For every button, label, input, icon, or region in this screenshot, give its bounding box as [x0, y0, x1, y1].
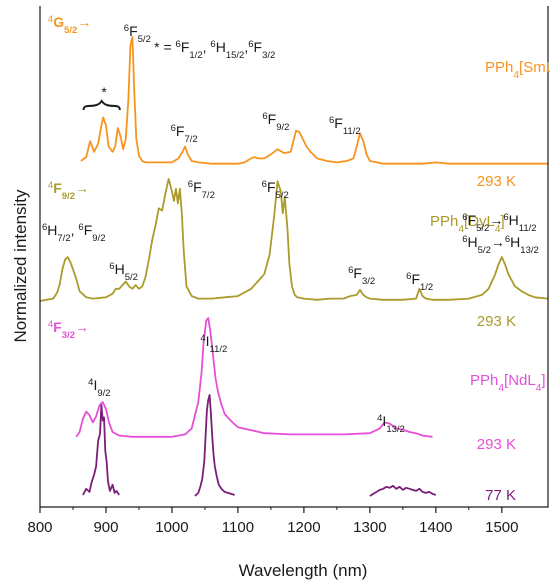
- transition-label-16: 4F3/2→: [48, 319, 89, 341]
- transition-label-15: 6F1/2: [406, 271, 433, 293]
- transition-label-5: 6F9/2: [262, 111, 289, 133]
- x-tick-label: 1300: [353, 519, 386, 536]
- x-tick-label: 1000: [155, 519, 188, 536]
- transition-label-8: 6F7/2: [188, 179, 215, 201]
- transition-label-12: 6H5/2→6H13/2: [462, 234, 539, 256]
- transition-label-19: 4I13/2: [377, 413, 405, 435]
- transition-label-1: 6F5/2: [124, 23, 151, 45]
- transition-label-0: 4G5/2→: [48, 14, 91, 36]
- y-axis-title: Normalized intensity: [11, 189, 30, 343]
- transition-label-9: 6F5/2: [262, 179, 289, 201]
- transition-label-17: 4I11/2: [200, 333, 227, 355]
- series-line-3-segment-2: [369, 484, 437, 497]
- x-axis-title: Wavelength (nm): [239, 561, 368, 580]
- labels: PPh4[SmL4] 293 K PPh4[DyL4] 293 K PPh4[NdL4]…: [42, 14, 550, 505]
- temperature-label-2: 293 K: [477, 436, 516, 453]
- transition-label-13: 6H5/2: [109, 261, 138, 283]
- transition-label-6: 6F11/2: [329, 115, 361, 137]
- transition-label-10: 6F5/2→6H11/2: [462, 212, 536, 234]
- transition-label-11: 6H7/2, 6F9/2: [42, 222, 106, 244]
- temperature-label-0: 293 K: [477, 173, 516, 190]
- transition-label-3: *: [101, 84, 107, 100]
- transition-label-2: * = 6F1/2, 6H15/2,6F3/2: [154, 39, 275, 61]
- series-line-3-segment-1: [194, 394, 235, 497]
- x-tick-label: 900: [93, 519, 118, 536]
- series-name-1: PPh4[DyL4]: [430, 213, 505, 235]
- transition-label-14: 6F3/2: [348, 265, 375, 287]
- series-line-3-segment-0: [82, 404, 120, 496]
- x-tick-label: 1100: [222, 519, 254, 536]
- temperature-label-1: 293 K: [477, 313, 516, 330]
- series-name-0: PPh4[SmL4]: [485, 59, 550, 81]
- x-axis: 800 900 1000 1100 1200 1300 1400 1500: [27, 6, 549, 536]
- x-tick-label: 1400: [419, 519, 452, 536]
- plot-area: [39, 36, 549, 497]
- transition-label-7: 4F9/2→: [48, 180, 89, 202]
- series-line-2: [75, 317, 433, 438]
- x-tick-label: 1500: [485, 519, 518, 536]
- transition-label-4: 6F7/2: [171, 123, 198, 145]
- plot-frame: [39, 6, 549, 508]
- x-tick-label: 800: [27, 519, 52, 536]
- series-line-0: [80, 36, 548, 165]
- x-tick-label: 1200: [287, 519, 320, 536]
- series-name-2: PPh4[NdL4]: [470, 372, 546, 394]
- temperature-label-3: 77 K: [485, 487, 516, 504]
- peak-group-brace: [82, 99, 121, 111]
- transition-label-18: 4I9/2: [88, 377, 110, 399]
- series-line-1: [39, 178, 549, 302]
